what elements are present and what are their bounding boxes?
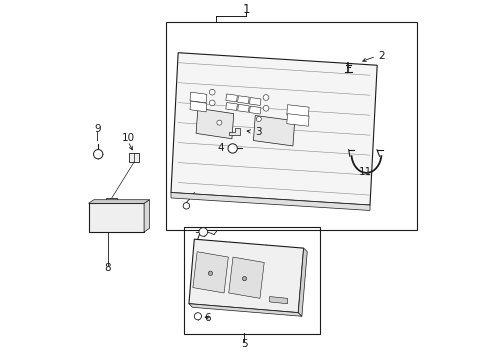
Circle shape <box>199 228 207 236</box>
Polygon shape <box>269 297 287 304</box>
Polygon shape <box>253 116 294 146</box>
Text: 7: 7 <box>193 232 200 242</box>
Bar <box>128 153 139 162</box>
Circle shape <box>217 120 222 125</box>
Circle shape <box>208 271 212 275</box>
Bar <box>165 22 416 230</box>
Bar <box>106 198 117 203</box>
Polygon shape <box>237 96 249 104</box>
Text: 9: 9 <box>94 124 101 134</box>
Text: 5: 5 <box>241 339 247 349</box>
Polygon shape <box>286 105 308 117</box>
Text: 3: 3 <box>254 127 261 136</box>
Polygon shape <box>144 200 149 232</box>
Polygon shape <box>237 104 249 112</box>
Polygon shape <box>286 114 308 126</box>
Text: 6: 6 <box>204 313 210 323</box>
Circle shape <box>263 105 268 111</box>
Polygon shape <box>196 108 233 139</box>
Polygon shape <box>192 252 228 293</box>
Circle shape <box>194 313 201 320</box>
Circle shape <box>183 203 189 209</box>
Text: 1: 1 <box>242 3 249 16</box>
Polygon shape <box>229 128 240 135</box>
Polygon shape <box>171 53 376 205</box>
Polygon shape <box>249 106 261 114</box>
Circle shape <box>263 95 268 100</box>
Polygon shape <box>190 101 206 112</box>
Polygon shape <box>88 203 144 232</box>
Circle shape <box>227 144 237 153</box>
Polygon shape <box>249 98 261 105</box>
Polygon shape <box>190 92 206 103</box>
Circle shape <box>209 89 215 95</box>
Polygon shape <box>171 193 369 211</box>
Circle shape <box>209 100 215 106</box>
Bar <box>183 226 319 334</box>
Polygon shape <box>225 103 237 111</box>
Polygon shape <box>188 239 303 313</box>
Text: 10: 10 <box>121 133 134 143</box>
Circle shape <box>242 276 246 281</box>
Text: 8: 8 <box>104 263 111 273</box>
Text: 11: 11 <box>358 167 371 177</box>
Polygon shape <box>88 200 149 203</box>
Text: 2: 2 <box>377 51 384 61</box>
Text: 4: 4 <box>218 143 224 153</box>
Polygon shape <box>228 257 264 298</box>
Polygon shape <box>188 304 301 316</box>
Circle shape <box>256 117 261 122</box>
Polygon shape <box>225 94 237 102</box>
Polygon shape <box>298 248 306 316</box>
Circle shape <box>93 149 102 159</box>
